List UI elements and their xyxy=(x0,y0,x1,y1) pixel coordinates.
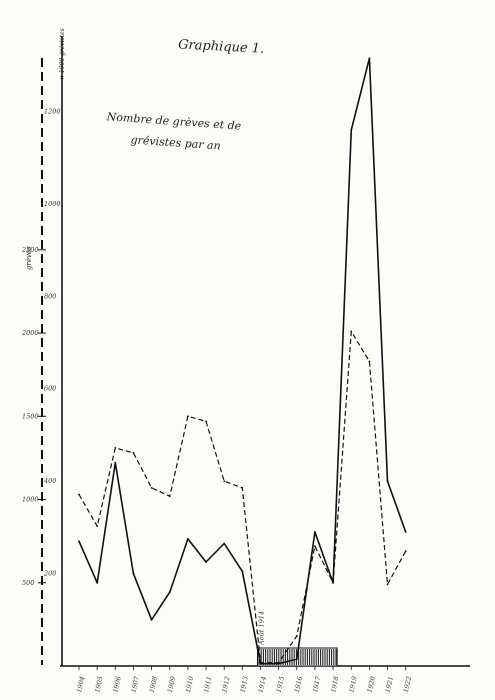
series-group xyxy=(78,57,407,665)
series-line-grevistes xyxy=(78,330,407,664)
right-tick-label: 1200 xyxy=(44,107,61,115)
point-grevistes xyxy=(205,420,207,423)
point-grevistes xyxy=(241,486,244,489)
point-grevistes xyxy=(259,661,262,664)
point-greves xyxy=(314,531,316,533)
point-greves xyxy=(368,57,371,60)
right-tick-label: 600 xyxy=(44,385,56,393)
point-greves xyxy=(404,531,407,533)
point-greves xyxy=(350,129,353,131)
point-greves xyxy=(205,561,207,563)
x-tick-label: 1919 xyxy=(347,676,358,694)
point-greves xyxy=(295,658,298,660)
point-grevistes xyxy=(386,583,389,586)
x-tick-label: 1912 xyxy=(220,676,231,694)
war-band-label: Août 1914 xyxy=(258,611,266,646)
point-grevistes xyxy=(132,452,135,454)
point-greves xyxy=(223,542,226,545)
x-tick-label: 1913 xyxy=(238,676,249,694)
point-grevistes xyxy=(96,525,99,528)
x-tick-label: 1906 xyxy=(111,676,122,694)
chart-title: Graphique 1. xyxy=(178,37,265,56)
chart-subtitle-line1: Nombre de grèves et de xyxy=(105,110,242,132)
point-greves xyxy=(241,570,244,573)
point-grevistes xyxy=(114,447,117,449)
point-greves xyxy=(132,572,135,575)
left-axis-label: × 1000 grévistes xyxy=(59,28,66,80)
point-grevistes xyxy=(277,661,280,664)
left-tick-label: 1000 xyxy=(22,496,39,504)
x-tick-label: 1914 xyxy=(257,676,268,694)
point-grevistes xyxy=(78,493,80,496)
x-tick-label: 1920 xyxy=(366,676,377,694)
left-tick-label: 2000 xyxy=(21,329,39,337)
point-grevistes xyxy=(332,581,334,584)
x-tick-label: 1921 xyxy=(384,676,395,694)
left-tick-label: 2500 xyxy=(21,246,39,254)
x-tick-label: 1910 xyxy=(184,676,195,694)
x-tick-label: 1904 xyxy=(75,676,86,694)
point-grevistes xyxy=(368,360,371,363)
x-tick-label: 1909 xyxy=(166,676,177,694)
point-grevistes xyxy=(223,480,226,483)
x-tick-label: 1916 xyxy=(293,676,304,694)
point-grevistes xyxy=(404,550,407,553)
point-greves xyxy=(114,461,117,464)
left-axis-secondary-label: grèves xyxy=(25,246,33,270)
point-greves xyxy=(168,591,171,593)
point-greves xyxy=(187,538,189,540)
right-tick-label: 1000 xyxy=(44,200,61,208)
x-tick-labels: 1904 1905 1906 1907 1908 1909 1910 1911 1912 1913… xyxy=(75,666,413,693)
point-grevistes xyxy=(150,486,153,489)
point-grevistes xyxy=(314,545,316,548)
right-tick-label: 200 xyxy=(43,570,56,578)
point-grevistes xyxy=(187,415,189,418)
point-grevistes xyxy=(295,635,298,637)
x-tick-label: 1918 xyxy=(329,676,340,694)
left-tick-label: 1500 xyxy=(22,412,39,420)
series-line-greves xyxy=(78,57,407,665)
x-tick-label: 1905 xyxy=(93,676,104,694)
point-greves xyxy=(386,480,389,483)
tick-group: 500 1000 1500 2000 2500 200 400 600 800 1000 1200 xyxy=(21,107,61,586)
x-tick-label: 1917 xyxy=(311,675,322,694)
right-tick-label: 800 xyxy=(44,292,56,300)
point-grevistes xyxy=(350,330,353,333)
x-tick-label: 1922 xyxy=(402,676,413,694)
left-tick-label: 500 xyxy=(22,579,34,587)
x-tick-label: 1915 xyxy=(275,676,286,694)
right-tick-label: 400 xyxy=(43,477,56,485)
point-greves xyxy=(78,540,80,543)
point-grevistes xyxy=(168,495,171,498)
x-tick-label: 1907 xyxy=(130,675,141,694)
x-tick-label: 1911 xyxy=(202,676,213,694)
chart-subtitle-line2: grévistes par an xyxy=(130,133,221,152)
point-greves xyxy=(150,618,153,621)
x-tick-label: 1908 xyxy=(148,676,159,694)
point-greves xyxy=(96,581,99,584)
